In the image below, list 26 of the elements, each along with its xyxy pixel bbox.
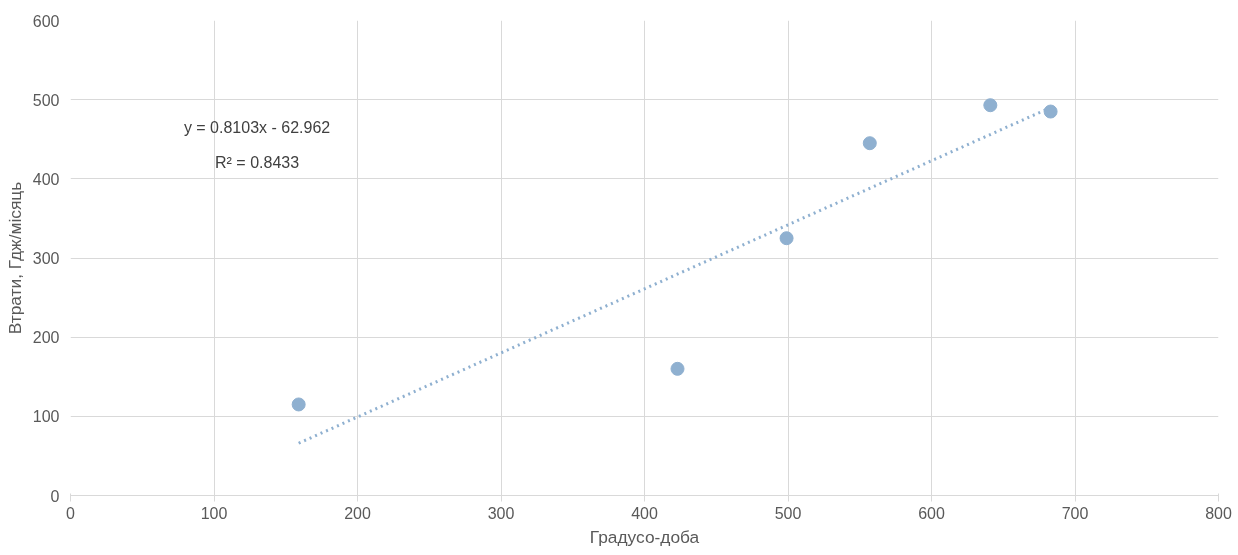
x-tick-label: 600 (918, 504, 945, 522)
y-tick-label: 400 (32, 170, 60, 188)
y-tick-label: 600 (32, 12, 60, 30)
annotation: y = 0.8103x - 62.962 (183, 118, 331, 136)
annotation: R² = 0.8433 (215, 153, 300, 171)
x-tick-label: 0 (66, 504, 76, 522)
x-tick-label: 800 (1205, 504, 1232, 522)
x-tick-label: 400 (631, 504, 658, 522)
y-tick-label: 200 (32, 329, 60, 347)
y-tick-label: 500 (32, 91, 60, 109)
point (983, 98, 998, 113)
y-axis-title: Втрати, Гдж/місяць (4, 181, 25, 335)
point (291, 397, 306, 412)
y-tick-label: 0 (50, 487, 60, 505)
x-tick-label: 500 (774, 504, 802, 522)
y-tick-label: 100 (32, 408, 60, 426)
point (779, 231, 794, 246)
point (670, 361, 685, 376)
x-tick-label: 200 (344, 504, 371, 522)
y-tick-label: 300 (32, 250, 60, 267)
x-tick-label: 300 (487, 504, 515, 522)
point (862, 136, 877, 151)
point (1043, 104, 1058, 119)
x-tick-label: 700 (1061, 504, 1089, 522)
x-tick-label: 100 (200, 504, 228, 522)
x-axis-title: Градусо-доба (589, 526, 700, 547)
